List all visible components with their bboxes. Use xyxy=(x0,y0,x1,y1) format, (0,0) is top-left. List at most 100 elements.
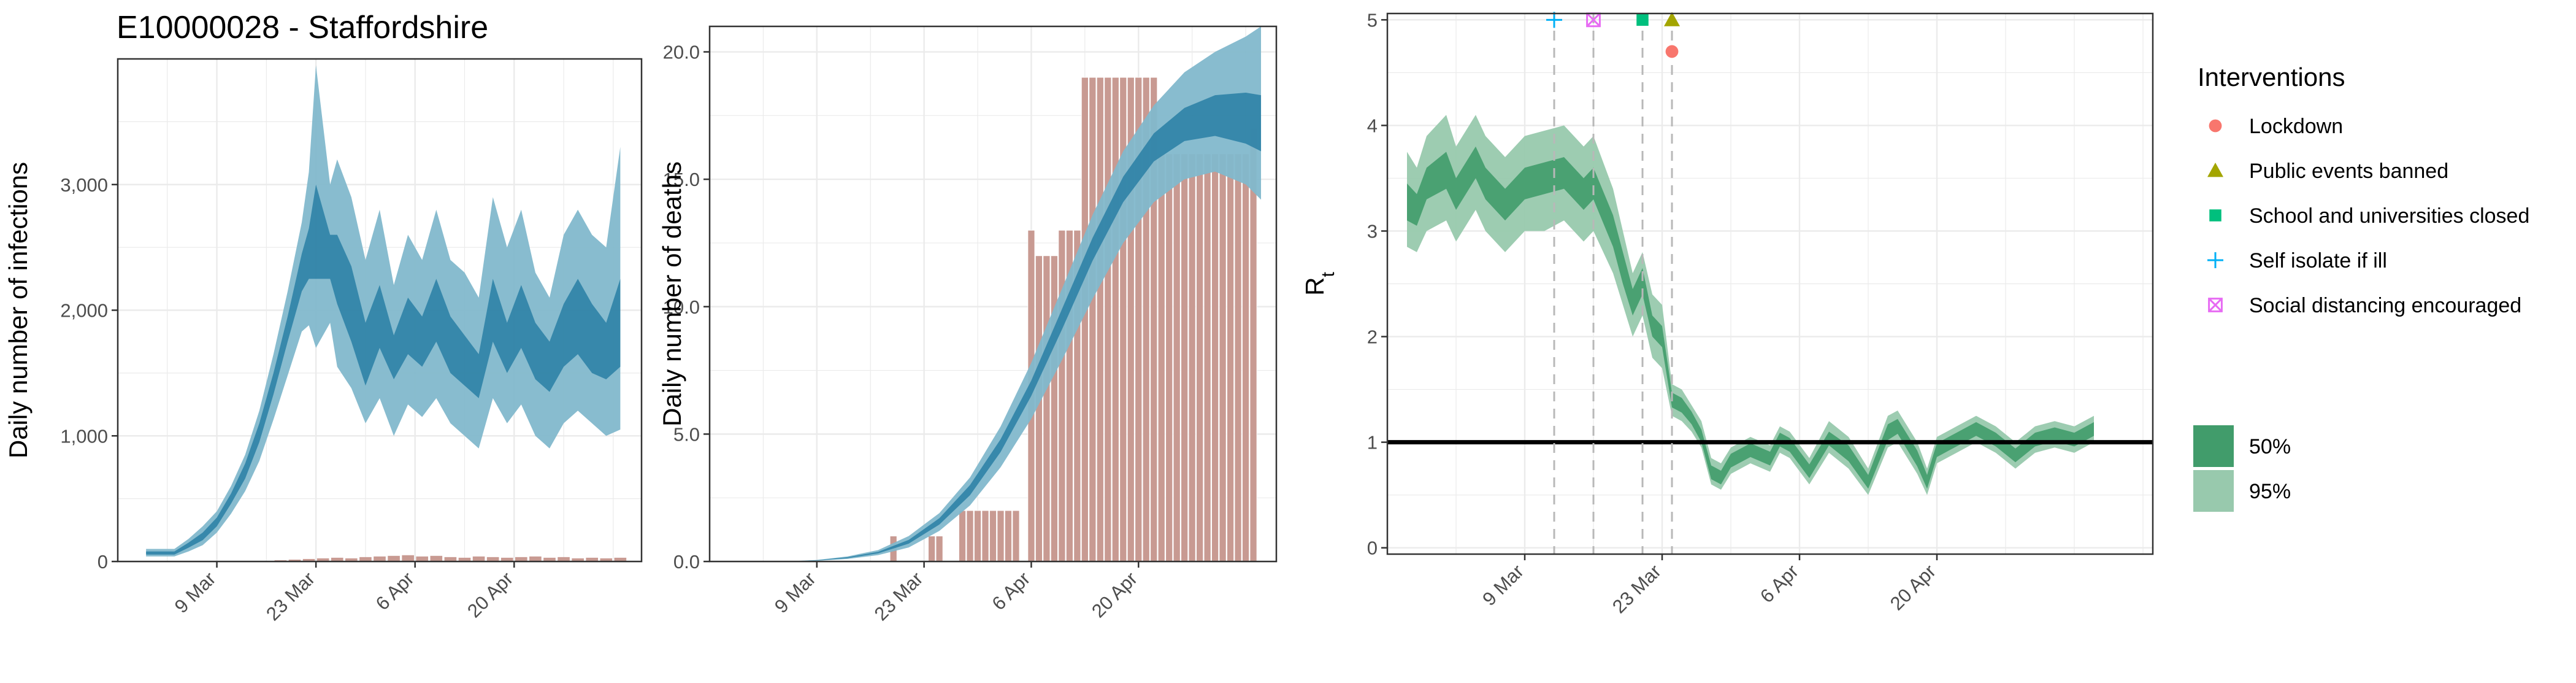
death-bar xyxy=(1241,153,1250,562)
death-bar xyxy=(1096,77,1104,562)
legend-item-public_events: Public events banned xyxy=(2207,160,2448,183)
case-bar xyxy=(486,557,499,561)
panel-border xyxy=(1386,12,2154,555)
x-tick-label: 20 Apr xyxy=(1886,560,1940,614)
x-axis: 9 Mar 23 Mar 6 Apr 20 Apr xyxy=(770,561,1141,625)
legend-item-label: School and universities closed xyxy=(2249,204,2529,228)
legend-item-self_isolate: Self isolate if ill xyxy=(2207,249,2387,272)
death-bar xyxy=(1111,77,1119,562)
legend-item-social_distancing: Social distancing encouraged xyxy=(2208,294,2521,317)
death-bar xyxy=(1104,77,1112,562)
legend-key-circle-icon xyxy=(2209,119,2222,133)
y-axis: 0.0 5.0 10.0 15.0 20.0 xyxy=(663,42,710,573)
legend-key-square-icon xyxy=(2209,209,2221,222)
death-bar xyxy=(1165,153,1173,562)
case-bar xyxy=(458,557,471,561)
legend-key-boxx-icon xyxy=(2208,298,2223,312)
y-tick-label: 10.0 xyxy=(663,296,700,318)
legend-item-label: Social distancing encouraged xyxy=(2249,294,2521,317)
death-bar xyxy=(1004,510,1013,562)
y-tick-label: 5.0 xyxy=(673,423,700,445)
x-tick-label: 20 Apr xyxy=(463,568,517,622)
case-bar xyxy=(302,558,315,561)
y-tick-label: 2 xyxy=(1367,326,1378,348)
case-bar xyxy=(444,557,457,561)
case-bar xyxy=(288,559,301,561)
chart-title: E10000028 - Staffordshire xyxy=(117,10,488,45)
case-bar xyxy=(515,557,527,561)
case-bar xyxy=(316,558,329,561)
death-bar xyxy=(1089,77,1097,562)
death-bar xyxy=(1211,153,1219,562)
case-bar xyxy=(472,556,485,561)
legend-band-swatch xyxy=(2193,470,2234,512)
legend-band-2: 95% xyxy=(2193,470,2291,512)
death-bar xyxy=(958,510,967,562)
x-tick-label: 23 Mar xyxy=(262,568,319,625)
y-axis: 0 1,000 2,000 3,000 xyxy=(60,174,118,573)
death-bar xyxy=(1196,153,1204,562)
x-tick-label: 9 Mar xyxy=(770,568,820,617)
x-tick-label: 6 Apr xyxy=(372,568,418,614)
legend-key-triangle-icon xyxy=(2207,163,2223,177)
x-tick-label: 23 Mar xyxy=(870,568,927,625)
death-bar xyxy=(973,510,982,562)
y-tick-label: 20.0 xyxy=(663,42,700,63)
legend-item-label: Self isolate if ill xyxy=(2249,249,2387,272)
legend-item-school: School and universities closed xyxy=(2209,204,2529,228)
x-tick-label: 9 Mar xyxy=(171,568,220,617)
legend-band-label: 95% xyxy=(2249,480,2291,503)
y-axis: 0 1 2 3 4 5 xyxy=(1367,9,1387,559)
case-bar xyxy=(345,558,358,561)
y-tick-label: 2,000 xyxy=(60,300,108,322)
y-axis-label-main: R xyxy=(1300,277,1329,296)
case-bar xyxy=(543,557,556,561)
death-bar xyxy=(989,510,997,562)
case-bar xyxy=(388,555,400,561)
legend-band-swatch xyxy=(2193,425,2234,467)
case-bar xyxy=(374,556,386,561)
death-bar xyxy=(1043,255,1051,562)
y-axis-label: Daily number of deaths xyxy=(657,161,686,426)
case-bar xyxy=(586,557,599,561)
y-tick-label: 1,000 xyxy=(60,425,108,447)
death-bar xyxy=(927,535,936,562)
case-bar xyxy=(430,555,443,561)
death-bar xyxy=(997,510,1005,562)
y-tick-label: 5 xyxy=(1367,9,1378,31)
y-tick-label: 4 xyxy=(1367,115,1378,136)
case-bar xyxy=(558,557,570,561)
legend-item-label: Public events banned xyxy=(2249,160,2448,183)
y-axis-label: Daily number of infections xyxy=(4,162,33,458)
death-bar xyxy=(1226,153,1235,562)
intervention-marker-public_events xyxy=(1664,12,1680,26)
death-bar xyxy=(1058,230,1066,562)
panel-border xyxy=(708,25,1278,563)
death-bar xyxy=(966,510,974,562)
x-tick-label: 6 Apr xyxy=(1756,560,1803,607)
credible-band-95 xyxy=(755,26,1262,561)
y-axis-label: Rt xyxy=(1300,272,1338,296)
intervention-markers xyxy=(1546,12,1680,554)
case-bar xyxy=(614,557,627,561)
x-tick-label: 9 Mar xyxy=(1478,560,1528,610)
death-bar xyxy=(1173,153,1181,562)
case-bar xyxy=(331,557,343,561)
y-axis-label-subscript: t xyxy=(1318,272,1338,277)
death-bar xyxy=(1081,77,1089,562)
intervention-marker-lockdown xyxy=(1665,45,1679,58)
case-bar xyxy=(500,557,513,561)
legend-interventions-title: Interventions xyxy=(2198,63,2345,91)
x-tick-label: 20 Apr xyxy=(1087,568,1141,622)
intervention-marker-self_isolate xyxy=(1546,12,1562,28)
death-bar xyxy=(1012,510,1020,562)
y-tick-label: 0 xyxy=(98,551,108,573)
chart-panel-1: 0 1,000 2,000 3,000 9 Mar 23 Mar 6 Apr 20 Apr Da… xyxy=(4,10,643,625)
death-bar xyxy=(1157,153,1165,562)
x-axis: 9 Mar 23 Mar 6 Apr 20 Apr xyxy=(1478,554,1940,617)
intervention-marker-school xyxy=(1636,14,1649,26)
chart-panel-2: 0.0 5.0 10.0 15.0 20.0 9 Mar 23 Mar 6 Apr 20 Apr… xyxy=(657,25,1278,625)
credible-band-95 xyxy=(1407,115,2094,495)
death-bar xyxy=(1219,153,1227,562)
